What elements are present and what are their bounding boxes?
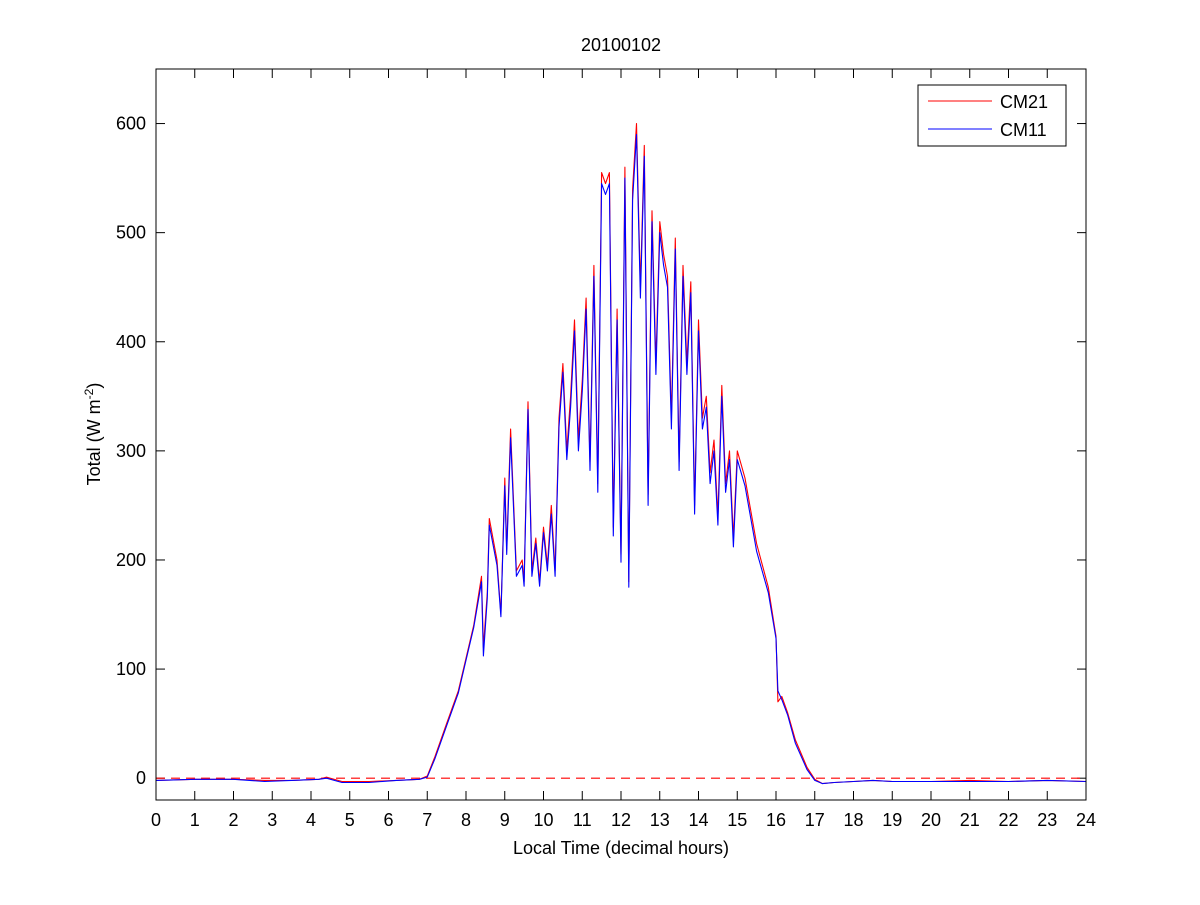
plot-frame: [155, 68, 1087, 801]
y-tick-label: 500: [116, 223, 146, 243]
x-tick-label: 13: [650, 810, 670, 830]
legend-label-cm21: CM21: [1000, 92, 1048, 112]
y-axis-label-exponent: -2: [82, 388, 96, 399]
legend-box: [917, 84, 1067, 147]
y-axis-label-suffix: ): [84, 383, 104, 389]
y-axis-label: Total (W m-2): [82, 383, 104, 486]
y-tick-label: 0: [136, 768, 146, 788]
x-tick-label: 6: [383, 810, 393, 830]
y-tick-label: 300: [116, 441, 146, 461]
x-tick-label: 16: [766, 810, 786, 830]
x-tick-label: 21: [960, 810, 980, 830]
x-tick-label: 15: [727, 810, 747, 830]
legend: CM21 CM11: [917, 84, 1067, 147]
x-tick-label: 14: [688, 810, 708, 830]
x-tick-label: 23: [1037, 810, 1057, 830]
legend-label-cm11: CM11: [1000, 120, 1047, 140]
x-tick-label: 24: [1076, 810, 1096, 830]
x-tick-label: 19: [882, 810, 902, 830]
x-tick-label: 8: [461, 810, 471, 830]
x-tick-label: 20: [921, 810, 941, 830]
x-axis-label: Local Time (decimal hours): [513, 838, 729, 858]
x-tick-label: 4: [306, 810, 316, 830]
x-tick-label: 18: [843, 810, 863, 830]
ticks-layer: 0 1 2 3 4 5 6 7 8 9 10 11 12 13 14 15 16 17 18 19 20 21 22 23 24…: [116, 69, 1096, 830]
x-tick-label: 10: [533, 810, 553, 830]
x-tick-label: 17: [805, 810, 825, 830]
x-tick-label: 7: [422, 810, 432, 830]
x-tick-label: 11: [573, 810, 592, 830]
y-axis-label-main: Total (W m: [84, 399, 104, 485]
x-tick-label: 1: [190, 810, 200, 830]
series-layer: [155, 123, 1087, 785]
y-tick-label: 600: [116, 114, 146, 134]
series-line-cm11: [155, 133, 1087, 785]
x-tick-label: 5: [345, 810, 355, 830]
x-tick-label: 22: [998, 810, 1018, 830]
y-tick-label: 100: [116, 659, 146, 679]
y-tick-label: 200: [116, 550, 146, 570]
y-tick-label: 400: [116, 332, 146, 352]
x-tick-label: 12: [611, 810, 631, 830]
x-tick-label: 9: [500, 810, 510, 830]
x-tick-label: 0: [151, 810, 161, 830]
x-tick-label: 3: [267, 810, 277, 830]
plot-area: [156, 69, 1086, 800]
chart-title: 20100102: [581, 35, 661, 55]
x-tick-label: 2: [228, 810, 238, 830]
